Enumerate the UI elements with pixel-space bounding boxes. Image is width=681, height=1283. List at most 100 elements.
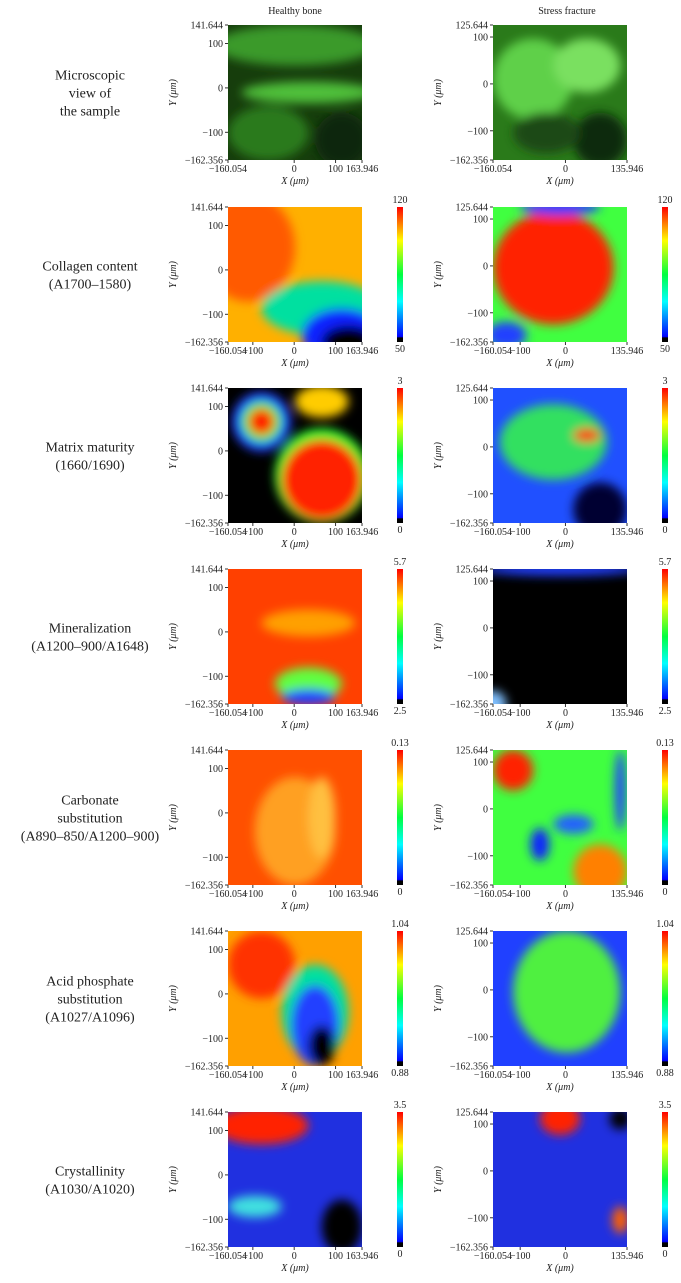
y-tick-label: 125.644 bbox=[456, 203, 489, 214]
heatmap-regions bbox=[513, 931, 621, 1053]
x-axis-label: X (μm) bbox=[545, 539, 574, 550]
x-tick-label: −160.054 bbox=[474, 1251, 512, 1262]
x-tick-label: −100 bbox=[243, 527, 264, 538]
colorbar-max-label: 3.5 bbox=[659, 1100, 672, 1111]
heatmap bbox=[493, 25, 627, 160]
y-tick-label: 100 bbox=[208, 221, 223, 232]
y-tick-label: 100 bbox=[473, 33, 488, 44]
row-label: (A1700–1580) bbox=[49, 278, 132, 293]
heatmap-region bbox=[228, 25, 362, 66]
colorbar bbox=[662, 569, 668, 704]
y-tick-label: 0 bbox=[218, 1170, 223, 1181]
heatmap-region bbox=[248, 408, 275, 436]
heatmap-region bbox=[530, 828, 550, 861]
colorbar bbox=[662, 388, 668, 523]
heatmap-region bbox=[573, 844, 627, 885]
heatmap-region bbox=[573, 482, 627, 523]
y-tick-label: 125.644 bbox=[456, 384, 489, 395]
column-header: Stress fracture bbox=[538, 6, 596, 17]
x-axis-label: X (μm) bbox=[545, 1263, 574, 1274]
colorbar-max-label: 120 bbox=[393, 195, 408, 206]
colorbar-min-label: 0 bbox=[398, 887, 403, 898]
row-label: (A1200–900/A1648) bbox=[31, 640, 149, 655]
row-label: Matrix maturity bbox=[45, 441, 134, 456]
x-tick-label: −160.054 bbox=[209, 1251, 247, 1262]
x-tick-label: −160.054 bbox=[209, 346, 247, 357]
y-axis-label: Y (μm) bbox=[433, 78, 444, 106]
heatmap bbox=[228, 569, 362, 704]
y-tick-label: −100 bbox=[467, 851, 488, 862]
heatmap-region bbox=[539, 1112, 581, 1135]
x-axis-label: X (μm) bbox=[280, 176, 309, 187]
y-tick-label: −162.356 bbox=[185, 1243, 223, 1254]
y-tick-label: −162.356 bbox=[450, 700, 488, 711]
y-tick-label: 100 bbox=[208, 764, 223, 775]
column-header: Healthy bone bbox=[268, 6, 322, 17]
heatmap-region bbox=[493, 38, 574, 120]
heatmap-regions bbox=[261, 609, 356, 704]
y-axis-label: Y (μm) bbox=[168, 803, 179, 831]
y-tick-label: 100 bbox=[473, 758, 488, 769]
x-tick-label: −160.054 bbox=[209, 164, 247, 175]
colorbar bbox=[662, 750, 668, 885]
x-axis-label: X (μm) bbox=[280, 1082, 309, 1093]
y-tick-label: 100 bbox=[473, 396, 488, 407]
heatmap-regions bbox=[232, 388, 362, 523]
y-axis-label: Y (μm) bbox=[168, 78, 179, 106]
y-tick-label: 125.644 bbox=[456, 746, 489, 757]
colorbar-min-label: 0.88 bbox=[391, 1068, 409, 1079]
colorbar-min-label: 0.88 bbox=[656, 1068, 674, 1079]
colorbar-min-label: 50 bbox=[395, 344, 405, 355]
heatmap-region bbox=[281, 439, 362, 521]
x-tick-label: −160.054 bbox=[474, 708, 512, 719]
y-axis-label: Y (μm) bbox=[433, 441, 444, 469]
heatmap-regions bbox=[254, 777, 336, 885]
x-tick-label: 163.946 bbox=[346, 1251, 379, 1262]
heatmap-region bbox=[614, 750, 626, 831]
y-tick-label: 0 bbox=[483, 79, 488, 90]
y-tick-label: 0 bbox=[483, 442, 488, 453]
heatmap-regions bbox=[493, 569, 627, 704]
heatmap bbox=[493, 388, 627, 523]
row-label: (1660/1690) bbox=[55, 459, 125, 474]
x-axis-label: X (μm) bbox=[545, 358, 574, 369]
heatmap-region bbox=[281, 689, 336, 704]
heatmap-background bbox=[493, 569, 627, 704]
y-tick-label: 0 bbox=[483, 1166, 488, 1177]
x-tick-label: 0 bbox=[563, 708, 568, 719]
y-axis-label: Y (μm) bbox=[168, 622, 179, 650]
heatmap bbox=[493, 1112, 627, 1247]
heatmap-region bbox=[499, 404, 607, 480]
x-tick-label: −100 bbox=[510, 1251, 531, 1262]
row-label: (A1030/A1020) bbox=[45, 1183, 135, 1198]
y-tick-label: 100 bbox=[473, 215, 488, 226]
y-axis-label: Y (μm) bbox=[168, 260, 179, 288]
heatmap-region bbox=[315, 112, 362, 160]
heatmap-region bbox=[228, 207, 295, 302]
y-tick-label: 0 bbox=[483, 985, 488, 996]
y-tick-label: −100 bbox=[202, 1215, 223, 1226]
x-tick-label: −160.054 bbox=[474, 1070, 512, 1081]
y-tick-label: −100 bbox=[467, 1032, 488, 1043]
x-tick-label: 0 bbox=[292, 708, 297, 719]
y-tick-label: −162.356 bbox=[450, 881, 488, 892]
heatmap bbox=[228, 388, 362, 523]
colorbar-max-label: 120 bbox=[658, 195, 673, 206]
row-label: the sample bbox=[60, 105, 120, 120]
colorbar-max-label: 3 bbox=[398, 376, 403, 387]
x-tick-label: −100 bbox=[510, 889, 531, 900]
x-tick-label: −160.054 bbox=[209, 527, 247, 538]
heatmap-region bbox=[493, 569, 627, 576]
y-tick-label: −100 bbox=[202, 672, 223, 683]
colorbar-min-label: 2.5 bbox=[659, 706, 672, 717]
x-tick-label: 163.946 bbox=[346, 164, 379, 175]
colorbar-max-label: 0.13 bbox=[656, 738, 674, 749]
heatmap-regions bbox=[228, 931, 349, 1066]
x-tick-label: −160.054 bbox=[474, 889, 512, 900]
colorbar-max-label: 3.5 bbox=[394, 1100, 407, 1111]
y-tick-label: 0 bbox=[218, 808, 223, 819]
colorbar-min-label: 50 bbox=[660, 344, 670, 355]
y-tick-label: 0 bbox=[218, 446, 223, 457]
y-tick-label: 100 bbox=[208, 1126, 223, 1137]
y-tick-label: 100 bbox=[208, 402, 223, 413]
